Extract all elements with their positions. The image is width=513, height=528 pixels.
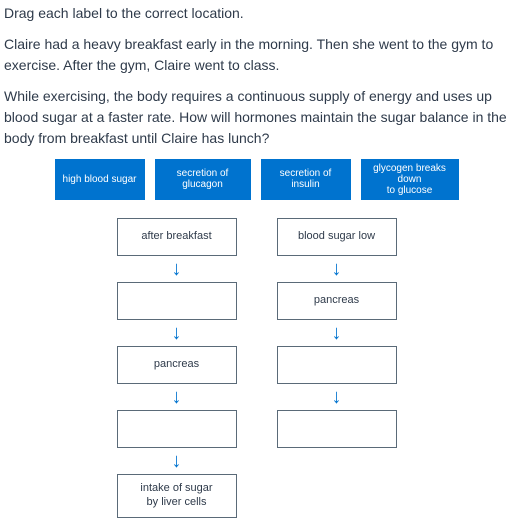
arrow-down-icon: ↓: [172, 323, 182, 343]
flow-column-left: after breakfast ↓ ↓ pancreas ↓ ↓ intake …: [117, 218, 237, 518]
flow-box[interactable]: after breakfast: [117, 218, 237, 256]
flow-box-empty[interactable]: [277, 410, 397, 448]
flow-box-empty[interactable]: [117, 410, 237, 448]
flow-box[interactable]: pancreas: [117, 346, 237, 384]
arrow-down-icon: ↓: [172, 259, 182, 279]
arrow-down-icon: ↓: [332, 259, 342, 279]
instruction-text: Drag each label to the correct location.: [4, 4, 509, 24]
drag-label[interactable]: secretion of glucagon: [155, 159, 251, 200]
flowchart-area: after breakfast ↓ ↓ pancreas ↓ ↓ intake …: [4, 218, 509, 518]
flow-box[interactable]: pancreas: [277, 282, 397, 320]
flow-box[interactable]: blood sugar low: [277, 218, 397, 256]
arrow-down-icon: ↓: [332, 323, 342, 343]
drag-label[interactable]: glycogen breaks down to glucose: [361, 159, 459, 200]
drag-label[interactable]: secretion of insulin: [261, 159, 351, 200]
flow-box-empty[interactable]: [277, 346, 397, 384]
drag-label[interactable]: high blood sugar: [55, 159, 145, 200]
arrow-down-icon: ↓: [172, 451, 182, 471]
arrow-down-icon: ↓: [172, 387, 182, 407]
scenario-paragraph-1: Claire had a heavy breakfast early in th…: [4, 34, 509, 76]
flow-column-right: blood sugar low ↓ pancreas ↓ ↓: [277, 218, 397, 518]
flow-box-empty[interactable]: [117, 282, 237, 320]
flow-box[interactable]: intake of sugar by liver cells: [117, 474, 237, 518]
question-paragraph: While exercising, the body requires a co…: [4, 86, 509, 149]
arrow-down-icon: ↓: [332, 387, 342, 407]
drag-labels-row: high blood sugar secretion of glucagon s…: [4, 159, 509, 200]
